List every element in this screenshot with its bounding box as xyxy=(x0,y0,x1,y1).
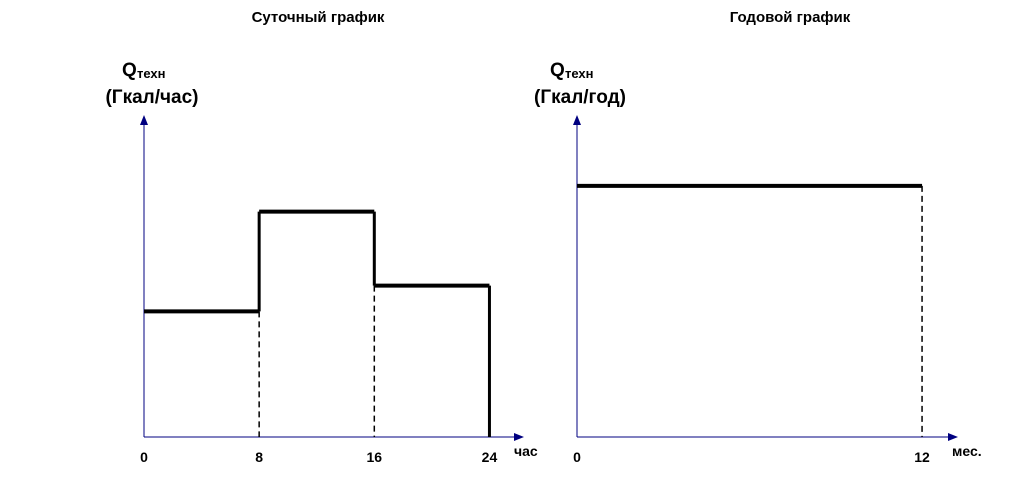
x-axis-arrow xyxy=(948,433,958,441)
x-tick-label: 24 xyxy=(482,449,498,465)
x-tick-label: 12 xyxy=(914,449,930,465)
y-axis-unit: (Гкал/год) xyxy=(534,87,626,108)
x-tick-label: 0 xyxy=(140,449,148,465)
y-axis-label-sub: техн xyxy=(137,66,166,81)
y-axis-unit: (Гкал/час) xyxy=(105,87,198,108)
x-tick-label: 8 xyxy=(255,449,263,465)
y-axis-arrow xyxy=(140,115,148,125)
y-axis-label: Q xyxy=(122,60,137,81)
y-axis-label: Q xyxy=(550,60,565,81)
x-tick-label: 16 xyxy=(367,449,383,465)
x-axis-label: мес. xyxy=(952,443,982,459)
x-axis-arrow xyxy=(514,433,524,441)
chart-title: Годовой график xyxy=(730,9,851,26)
y-axis-arrow xyxy=(573,115,581,125)
chart-title: Суточный график xyxy=(252,9,385,26)
y-axis-label-sub: техн xyxy=(565,66,594,81)
x-tick-label: 0 xyxy=(573,449,581,465)
x-axis-label: час xyxy=(514,443,538,459)
